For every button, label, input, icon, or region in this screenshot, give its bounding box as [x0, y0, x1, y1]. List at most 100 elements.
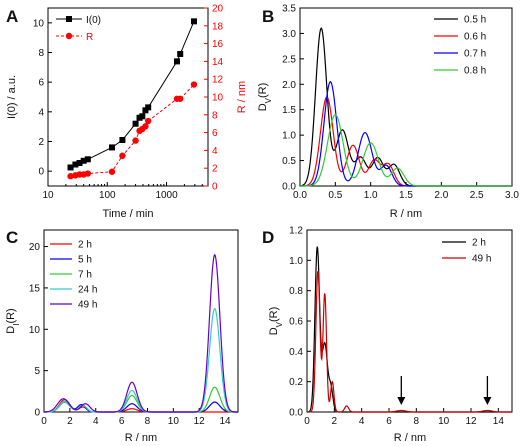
series-line-d-2h	[306, 246, 512, 413]
panel-d: D 0 2 4 6 8 10 12 14 0.0 0.2 0.4 0.6 0.8 1.0 1.2 R / …	[262, 226, 513, 444]
data-point-i0	[132, 120, 139, 127]
y-tick-label-a: 0	[38, 167, 44, 178]
y2-tick-label-a: 0	[212, 182, 218, 193]
y-tick-label-d: 1.0	[289, 256, 303, 267]
legend-label-d: 2 h	[472, 238, 486, 249]
y-tick-label-a: 8	[38, 48, 44, 59]
legend-a: I(0) R	[56, 15, 101, 43]
data-point-r	[142, 123, 149, 130]
data-point-r	[67, 173, 74, 180]
panel-c: C 0 2 4 6 8 10 12 14 0 5 10 15 20 R / nm DI(R) 2 h 5…	[5, 228, 239, 444]
y-tick-label-c: 0	[34, 408, 40, 419]
y-tick-label-c: 15	[29, 283, 41, 294]
legend-label-c: 24 h	[78, 285, 97, 296]
panel-letter-a: A	[6, 7, 18, 26]
y-tick-label-d: 0.6	[289, 317, 303, 328]
y2-tick-label-a: 4	[212, 146, 218, 157]
x-tick-label-c: 12	[194, 416, 206, 427]
x-tick-label-d: 2	[332, 416, 338, 427]
legend-label-i0: I(0)	[86, 15, 101, 26]
y-tick-label-d: 1.2	[289, 226, 303, 237]
series-line-c-5h	[44, 401, 238, 413]
x-tick-label-c: 4	[93, 416, 99, 427]
data-point-i0	[108, 144, 115, 151]
legend-label-c: 2 h	[78, 240, 92, 251]
y-tick-label-b: 2.5	[282, 54, 296, 65]
y2-tick-label-a: 18	[212, 21, 224, 32]
plot-frame-a	[47, 7, 209, 187]
x-tick-label-d: 14	[493, 416, 505, 427]
legend-c: 2 h 5 h 7 h 24 h 49 h	[50, 240, 97, 311]
x-axis-label-c: R / nm	[125, 432, 157, 444]
series-line-c-49h	[43, 253, 238, 413]
legend-label-b: 0.6 h	[464, 32, 486, 43]
x-axis-label-a: Time / min	[103, 208, 154, 220]
y-tick-label-b: 3.0	[282, 29, 296, 40]
data-point-r	[190, 81, 198, 88]
panel-letter-d: D	[262, 228, 274, 247]
data-point-r	[132, 137, 139, 144]
x-tick-label-a: 10	[42, 190, 54, 201]
x-tick-label-b: 1.5	[399, 190, 413, 201]
y-tick-label-c: 5	[34, 366, 40, 377]
y-tick-label-b: 0.5	[282, 156, 296, 167]
x-tick-label-d: 10	[438, 416, 450, 427]
x-tick-label-a: 100	[99, 190, 116, 201]
panel-letter-c: C	[6, 228, 18, 247]
y-tick-label-c: 20	[29, 242, 41, 253]
y-tick-label-a: 6	[38, 78, 44, 89]
y2-tick-label-a: 12	[212, 75, 224, 86]
x-tick-label-c: 10	[168, 416, 180, 427]
panel-b: B 0.0 0.5 1.0 1.5 2.0 2.5 3.0 0.0 0.5 1.0 1.5 2.0 2…	[257, 4, 519, 221]
x-tick-label-c: 14	[220, 416, 232, 427]
y-tick-label-d: 0.8	[289, 286, 303, 297]
y-tick-label-b: 1.5	[282, 105, 296, 116]
y-tick-label-d: 0.2	[289, 377, 303, 388]
y-tick-label-a: 4	[38, 107, 44, 118]
series-line-i0	[70, 21, 195, 168]
data-point-r	[144, 117, 152, 125]
x-tick-label-c: 0	[41, 416, 47, 427]
legend-label-b: 0.8 h	[464, 66, 486, 77]
y-tick-label-b: 2.0	[282, 80, 296, 91]
x-tick-label-d: 6	[386, 416, 392, 427]
y-tick-label-a: 2	[38, 137, 44, 148]
panel-letter-b: B	[262, 7, 274, 26]
legend-b: 0.5 h 0.6 h 0.7 h 0.8 h	[434, 15, 486, 77]
data-point-i0	[190, 18, 197, 25]
y2-tick-label-a: 10	[212, 93, 224, 104]
y2-tick-label-a: 20	[212, 4, 224, 15]
y-axis-label-a: I(0) / a.u.	[6, 75, 18, 119]
y2-tick-label-a: 8	[212, 110, 218, 121]
data-point-r	[84, 170, 92, 177]
y-tick-label-d: 0.4	[289, 347, 303, 358]
legend-label-c: 5 h	[78, 255, 92, 266]
y2-tick-label-a: 6	[212, 128, 218, 139]
y-axis-label-c: DI(R)	[5, 308, 21, 333]
data-point-i0	[177, 50, 184, 57]
x-axis-label-d: R / nm	[394, 432, 426, 444]
y-tick-label-d: 0.0	[289, 408, 303, 419]
data-point-i0	[80, 157, 87, 164]
plot-frame-c	[43, 229, 239, 413]
legend-marker-r	[65, 32, 73, 40]
y2-axis-label-a: R / nm	[236, 81, 248, 113]
legend-label-r: R	[86, 32, 93, 43]
data-point-r	[108, 168, 116, 175]
x-tick-label-b: 3.0	[505, 190, 519, 201]
x-tick-label-b: 0.0	[293, 190, 307, 201]
series-line-b-0-7h	[300, 80, 512, 187]
y-tick-label-c: 10	[29, 325, 41, 336]
data-point-i0	[174, 58, 181, 65]
data-point-i0	[119, 137, 126, 144]
x-tick-label-a: 1000	[155, 190, 178, 201]
y-tick-label-b: 0.0	[282, 182, 296, 193]
x-tick-label-d: 12	[465, 416, 477, 427]
x-tick-label-b: 2.5	[470, 190, 484, 201]
data-point-i0	[84, 156, 91, 163]
y-tick-label-b: 3.5	[282, 4, 296, 15]
y2-tick-label-a: 2	[212, 164, 218, 175]
x-tick-label-b: 1.0	[364, 190, 378, 201]
data-point-i0	[139, 113, 146, 120]
legend-label-c: 49 h	[78, 300, 97, 311]
